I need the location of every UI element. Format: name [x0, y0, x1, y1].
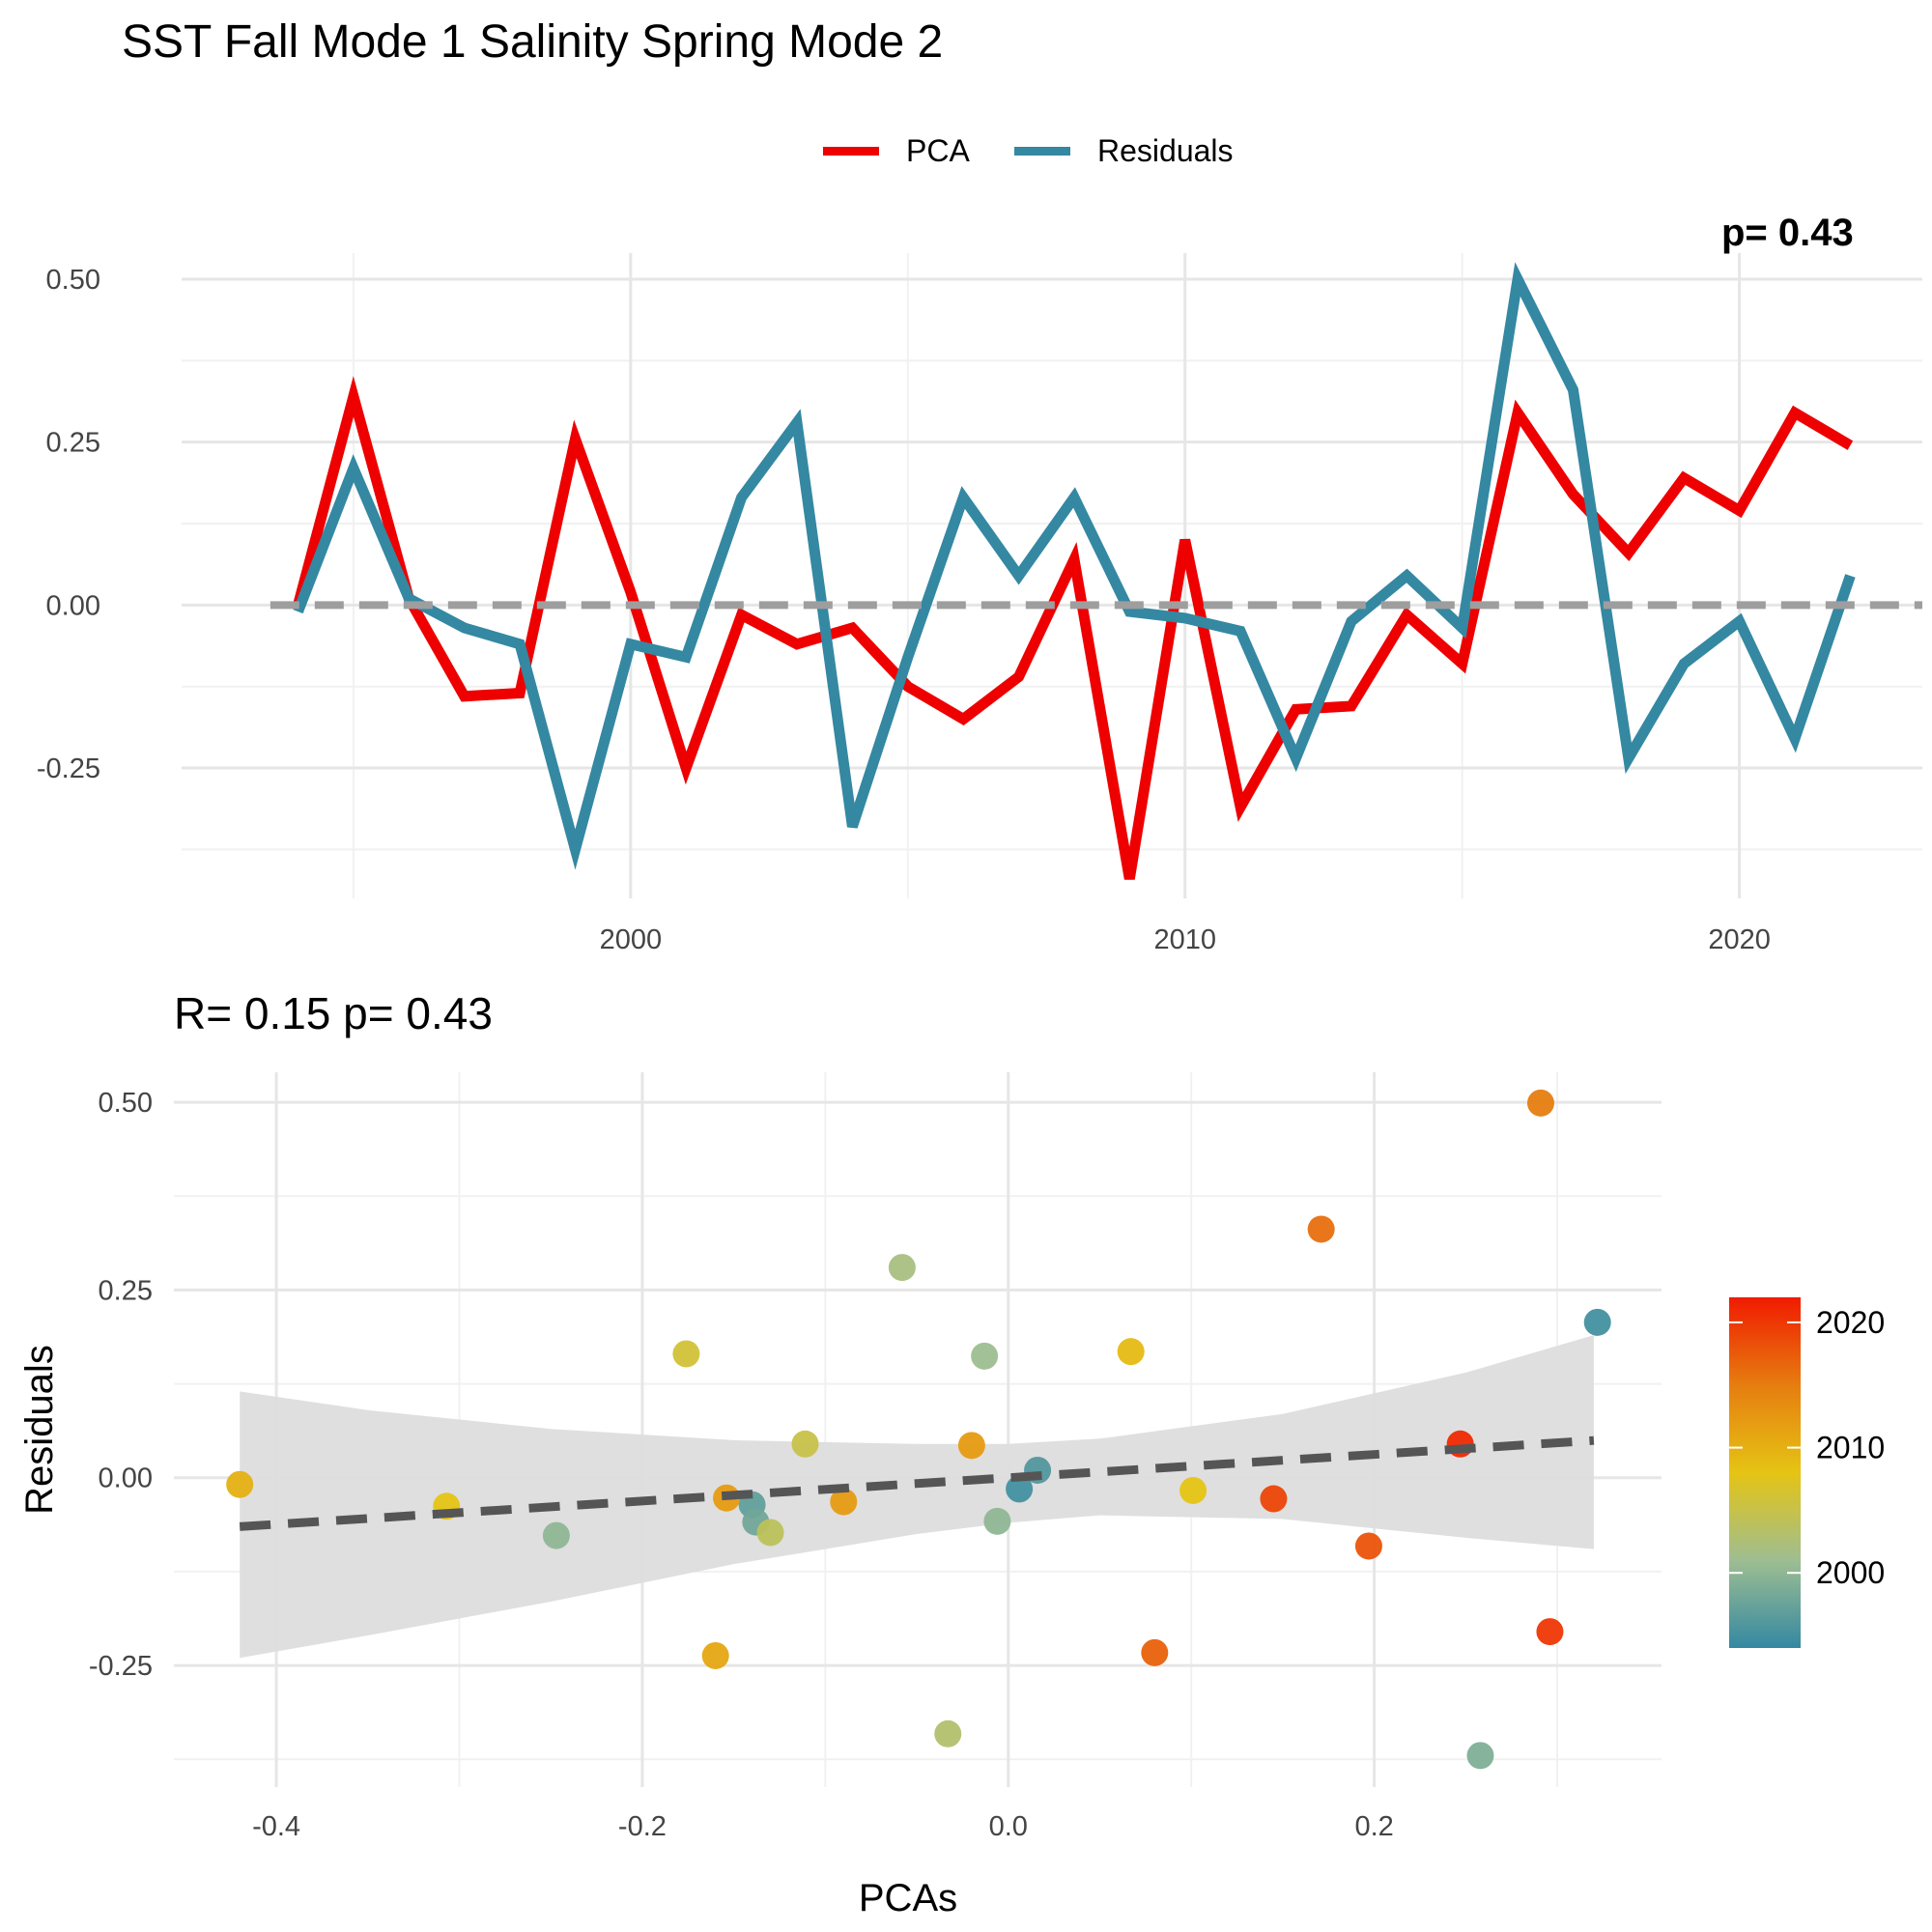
scatter-point: [1117, 1338, 1145, 1366]
scatter-point: [1536, 1618, 1564, 1646]
colorbar-gradient: [1729, 1297, 1801, 1648]
chart-title: SST Fall Mode 1 Salinity Spring Mode 2: [122, 16, 944, 68]
regression-line: [239, 1435, 1595, 1531]
corner-annotation: p= 0.43: [1721, 218, 1854, 254]
scatter-point: [542, 1521, 570, 1549]
x-tick-label: 2010: [1153, 924, 1216, 955]
scatter-point: [791, 1430, 819, 1458]
scatter-point: [888, 1254, 916, 1282]
colorbar-label: 2020: [1816, 1305, 1885, 1340]
scatter-point: [672, 1340, 700, 1368]
scatter-point: [957, 1432, 985, 1460]
scatter-point: [1179, 1476, 1208, 1504]
scatter-point: [1583, 1308, 1611, 1336]
legend-label-residuals: Residuals: [1097, 132, 1234, 168]
colorbar-label: 2010: [1816, 1431, 1885, 1465]
x-tick-label: 2020: [1708, 924, 1771, 955]
scatter-point: [1260, 1485, 1288, 1513]
corner-annotation-clip: p= 0.43: [1710, 218, 1932, 255]
colorbar-label: 2000: [1816, 1555, 1885, 1590]
scatter-point: [226, 1470, 254, 1498]
confidence-ribbon: [240, 1335, 1594, 1659]
legend-label-pca: PCA: [906, 132, 970, 168]
scatter-panel: -0.4 -0.2 0.0 0.2 0.50 0.25 0.00 -0.25 PCAs Resid…: [18, 1072, 1662, 1919]
scatter-point: [1307, 1215, 1335, 1243]
timeseries-panel: 2000 2010 2020 0.50 0.25 0.00 -0.25: [37, 253, 1922, 955]
scatter-point: [1466, 1742, 1494, 1770]
scatter-point: [701, 1641, 729, 1669]
scatter-point: [1354, 1532, 1382, 1560]
legend-item-pca: PCA: [823, 131, 970, 170]
x-tick-label: 0.0: [989, 1811, 1028, 1842]
scatter-point: [756, 1519, 784, 1547]
scatter-point: [1141, 1638, 1169, 1666]
x-tick-label: -0.4: [252, 1811, 300, 1842]
scatter-point: [830, 1488, 858, 1516]
scatter-point: [1526, 1089, 1554, 1117]
legend-swatch-residuals: [1014, 146, 1070, 156]
y-tick-label: 0.00: [46, 590, 100, 621]
y-tick-label: 0.25: [99, 1275, 153, 1306]
y-tick-label: 0.25: [46, 428, 100, 459]
y-axis-title: Residuals: [18, 1345, 61, 1515]
y-tick-label: 0.50: [99, 1088, 153, 1119]
scatter-point: [971, 1342, 999, 1370]
x-tick-label: -0.2: [618, 1811, 667, 1842]
x-tick-label: 0.2: [1354, 1811, 1393, 1842]
legend-swatch-pca: [823, 146, 879, 156]
y-tick-label: 0.50: [46, 265, 100, 296]
y-tick-label: -0.25: [89, 1651, 153, 1682]
scatter-point: [1006, 1475, 1034, 1503]
y-tick-label: 0.00: [99, 1463, 153, 1494]
scatter-point: [934, 1719, 962, 1747]
colorbar: 2020 2010 2000: [1729, 1297, 1885, 1648]
scatter-subtitle: R= 0.15 p= 0.43: [174, 988, 493, 1038]
legend-item-residuals: Residuals: [1014, 131, 1234, 170]
y-tick-label: -0.25: [37, 753, 100, 784]
x-tick-label: 2000: [600, 924, 663, 955]
x-axis-title: PCAs: [859, 1877, 957, 1919]
series-line-residuals: [293, 262, 1856, 870]
legend: PCA Residuals: [0, 131, 1932, 170]
scatter-point: [983, 1507, 1011, 1535]
series-line-pca: [293, 376, 1854, 880]
